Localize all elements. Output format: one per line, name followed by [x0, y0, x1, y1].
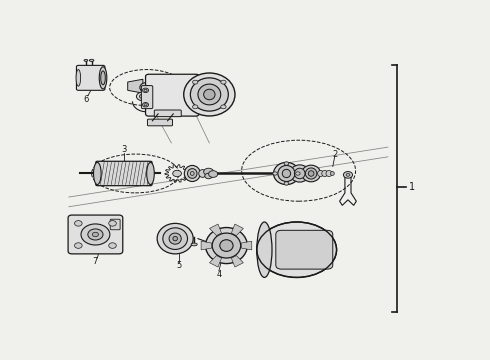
- Circle shape: [205, 173, 212, 179]
- Circle shape: [221, 105, 226, 109]
- Polygon shape: [210, 256, 221, 267]
- Ellipse shape: [84, 59, 88, 61]
- Ellipse shape: [190, 172, 194, 175]
- FancyBboxPatch shape: [146, 74, 199, 116]
- Polygon shape: [201, 241, 212, 250]
- Ellipse shape: [308, 171, 314, 176]
- Ellipse shape: [305, 168, 317, 179]
- Ellipse shape: [199, 170, 206, 177]
- FancyBboxPatch shape: [276, 230, 333, 269]
- Ellipse shape: [188, 168, 197, 178]
- Ellipse shape: [257, 222, 337, 278]
- Ellipse shape: [322, 170, 328, 176]
- Ellipse shape: [157, 223, 193, 254]
- Ellipse shape: [99, 67, 107, 89]
- Ellipse shape: [318, 170, 324, 176]
- Polygon shape: [242, 241, 252, 250]
- Text: 5: 5: [176, 261, 182, 270]
- Circle shape: [109, 221, 116, 226]
- Circle shape: [143, 103, 148, 107]
- Polygon shape: [128, 79, 143, 93]
- Ellipse shape: [330, 172, 334, 175]
- Ellipse shape: [190, 78, 228, 111]
- Ellipse shape: [278, 166, 295, 181]
- Ellipse shape: [212, 233, 241, 258]
- Polygon shape: [231, 256, 244, 267]
- Circle shape: [143, 88, 148, 93]
- Text: 7: 7: [93, 257, 98, 266]
- Text: 2: 2: [332, 150, 337, 158]
- Polygon shape: [231, 224, 244, 235]
- Ellipse shape: [147, 162, 154, 185]
- Circle shape: [144, 89, 147, 91]
- Circle shape: [144, 85, 150, 90]
- Ellipse shape: [76, 69, 81, 86]
- Ellipse shape: [294, 168, 305, 179]
- FancyBboxPatch shape: [110, 219, 120, 230]
- Ellipse shape: [206, 228, 247, 264]
- Ellipse shape: [184, 73, 235, 116]
- Circle shape: [109, 243, 116, 248]
- Ellipse shape: [273, 162, 299, 185]
- Circle shape: [221, 80, 226, 84]
- Circle shape: [81, 224, 110, 245]
- Polygon shape: [210, 224, 221, 235]
- Ellipse shape: [220, 240, 233, 251]
- Ellipse shape: [290, 165, 310, 182]
- FancyBboxPatch shape: [147, 119, 172, 126]
- Circle shape: [74, 221, 82, 226]
- Circle shape: [140, 94, 145, 98]
- Circle shape: [343, 172, 352, 178]
- Circle shape: [93, 232, 98, 237]
- Circle shape: [273, 172, 277, 175]
- Circle shape: [284, 162, 289, 165]
- Circle shape: [193, 80, 198, 84]
- Text: 3: 3: [121, 145, 126, 154]
- Circle shape: [346, 174, 350, 176]
- Circle shape: [172, 170, 181, 177]
- Ellipse shape: [184, 166, 200, 181]
- Ellipse shape: [191, 243, 197, 246]
- Ellipse shape: [173, 237, 177, 241]
- Circle shape: [88, 229, 103, 240]
- FancyBboxPatch shape: [96, 161, 152, 186]
- Ellipse shape: [302, 165, 320, 182]
- FancyBboxPatch shape: [68, 215, 123, 254]
- Ellipse shape: [163, 228, 188, 249]
- Ellipse shape: [89, 59, 94, 62]
- Circle shape: [209, 171, 218, 177]
- Ellipse shape: [94, 162, 101, 185]
- FancyBboxPatch shape: [142, 86, 153, 109]
- Text: 6: 6: [83, 95, 89, 104]
- Circle shape: [295, 172, 300, 175]
- Circle shape: [144, 104, 147, 106]
- Circle shape: [204, 168, 214, 175]
- Ellipse shape: [282, 169, 291, 177]
- Circle shape: [284, 182, 289, 185]
- Ellipse shape: [101, 71, 105, 85]
- Ellipse shape: [257, 222, 272, 278]
- Circle shape: [140, 82, 153, 93]
- Ellipse shape: [169, 233, 181, 244]
- Text: 1: 1: [409, 183, 415, 192]
- Ellipse shape: [204, 89, 215, 100]
- Ellipse shape: [198, 84, 220, 105]
- Ellipse shape: [326, 170, 332, 176]
- Circle shape: [136, 92, 148, 100]
- Text: 4: 4: [216, 270, 221, 279]
- FancyBboxPatch shape: [154, 110, 181, 117]
- Circle shape: [193, 105, 198, 109]
- FancyBboxPatch shape: [76, 66, 105, 90]
- Circle shape: [74, 243, 82, 248]
